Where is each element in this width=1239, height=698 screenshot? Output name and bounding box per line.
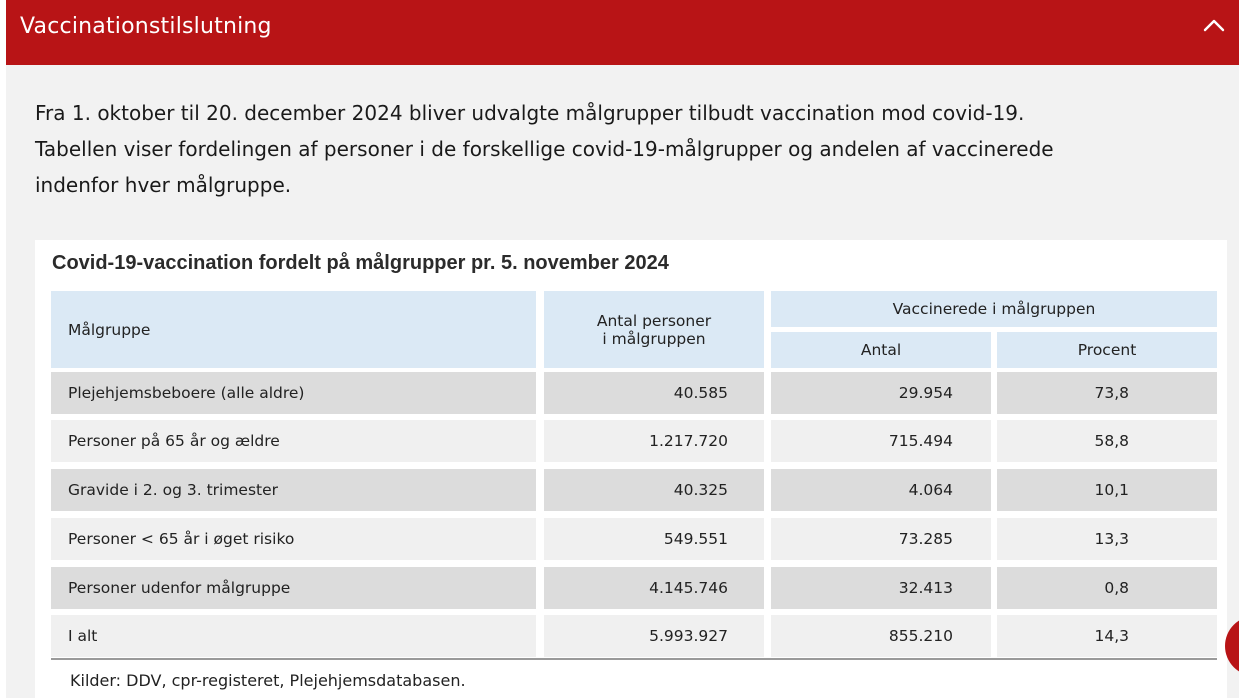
table-source: Kilder: DDV, cpr-registeret, Plejehjemsd… [70, 671, 466, 690]
intro-line-1: Fra 1. oktober til 20. december 2024 bli… [35, 101, 1025, 125]
header-count-line-2: i målgruppen [602, 329, 706, 348]
table-cell-count: 40.585 [544, 372, 764, 414]
table-cell-count: 5.993.927 [544, 615, 764, 657]
table-cell-procent: 10,1 [997, 469, 1217, 511]
table-cell-procent: 0,8 [997, 567, 1217, 609]
header-procent: Procent [997, 332, 1217, 368]
floating-action-button[interactable] [1225, 616, 1239, 676]
table-cell-procent: 13,3 [997, 518, 1217, 560]
table-cell-count: 1.217.720 [544, 420, 764, 462]
intro-line-2: Tabellen viser fordelingen af personer i… [35, 137, 1054, 161]
accordion-header[interactable]: Vaccinationstilslutning [6, 0, 1239, 65]
intro-line-3: indenfor hver målgruppe. [35, 173, 292, 197]
vaccination-table: Covid-19-vaccination fordelt på målgrupp… [35, 240, 1227, 698]
table-cell-antal: 4.064 [771, 469, 991, 511]
table-cell-count: 40.325 [544, 469, 764, 511]
header-vaccinerede: Vaccinerede i målgruppen [771, 291, 1217, 327]
table-cell-group: Personer udenfor målgruppe [51, 567, 536, 609]
table-cell-group: Gravide i 2. og 3. trimester [51, 469, 536, 511]
table-caption: Covid-19-vaccination fordelt på målgrupp… [52, 252, 669, 274]
chevron-up-icon[interactable] [1199, 10, 1229, 40]
table-cell-count: 4.145.746 [544, 567, 764, 609]
table-cell-group: Personer på 65 år og ældre [51, 420, 536, 462]
table-bottom-rule [51, 658, 1217, 660]
intro-text: Fra 1. oktober til 20. december 2024 bli… [35, 95, 1215, 203]
table-cell-group: Plejehjemsbeboere (alle aldre) [51, 372, 536, 414]
accordion-title: Vaccinationstilslutning [20, 14, 272, 39]
table-cell-procent: 14,3 [997, 615, 1217, 657]
header-antal-personer: Antal personer i målgruppen [544, 291, 764, 368]
table-cell-procent: 73,8 [997, 372, 1217, 414]
table-cell-antal: 715.494 [771, 420, 991, 462]
table-cell-group: I alt [51, 615, 536, 657]
table-cell-group: Personer < 65 år i øget risiko [51, 518, 536, 560]
table-cell-antal: 29.954 [771, 372, 991, 414]
table-cell-antal: 73.285 [771, 518, 991, 560]
header-malgruppe: Målgruppe [51, 291, 536, 368]
header-count-line-1: Antal personer [596, 311, 712, 330]
table-cell-procent: 58,8 [997, 420, 1217, 462]
table-cell-count: 549.551 [544, 518, 764, 560]
accordion-panel: Vaccinationstilslutning Fra 1. oktober t… [6, 0, 1239, 698]
table-cell-antal: 32.413 [771, 567, 991, 609]
header-antal: Antal [771, 332, 991, 368]
table-cell-antal: 855.210 [771, 615, 991, 657]
